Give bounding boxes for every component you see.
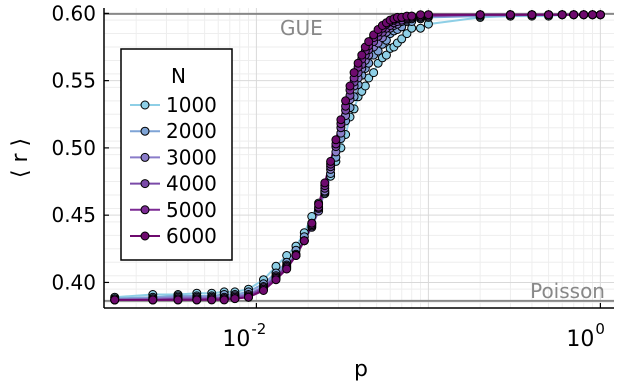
data-point-6000	[544, 10, 554, 20]
data-point-6000	[357, 50, 367, 60]
data-point-6000	[219, 295, 229, 305]
legend-title: N	[171, 64, 186, 88]
data-point-6000	[244, 292, 253, 302]
data-point-6000	[230, 294, 240, 304]
data-point-1000	[397, 34, 407, 44]
data-point-6000	[588, 10, 597, 20]
legend-marker-1000	[140, 100, 150, 110]
data-point-6000	[364, 37, 374, 47]
data-point-6000	[569, 10, 579, 20]
legend-marker-5000	[140, 205, 150, 215]
y-tick-label: 0.40	[51, 270, 96, 294]
x-axis-label: p	[354, 357, 368, 382]
data-point-6000	[349, 68, 359, 78]
data-point-6000	[416, 10, 425, 20]
data-point-6000	[291, 251, 301, 260]
legend-label-1000: 1000	[166, 93, 217, 117]
data-point-6000	[527, 10, 537, 20]
legend-marker-3000	[140, 152, 150, 162]
y-axis-label: ⟨ r ⟩	[8, 138, 33, 178]
y-tick-label: 0.50	[51, 136, 96, 160]
reference-lines: GUE Poisson	[104, 12, 614, 303]
legend-label-2000: 2000	[166, 119, 217, 143]
data-point-6000	[557, 10, 567, 20]
legend-marker-4000	[140, 179, 150, 189]
data-point-1000	[360, 81, 370, 91]
data-point-6000	[505, 10, 515, 20]
legend-marker-2000	[140, 126, 150, 136]
y-tick-label: 0.55	[51, 69, 96, 93]
reference-label-poisson: Poisson	[530, 279, 605, 303]
x-tick-label-exponent: -2	[251, 320, 266, 338]
legend-label-4000: 4000	[166, 172, 217, 196]
legend-label-3000: 3000	[166, 145, 217, 169]
axes-frame	[103, 8, 614, 309]
data-point-1000	[381, 50, 391, 60]
data-point-6000	[314, 199, 324, 209]
legend-label-5000: 5000	[166, 198, 217, 222]
data-point-6000	[192, 295, 202, 305]
data-point-1000	[416, 23, 425, 33]
data-point-6000	[173, 295, 183, 305]
x-tick-label-exponent: 0	[595, 320, 605, 338]
data-point-6000	[320, 178, 330, 188]
reference-label-gue: GUE	[280, 16, 323, 40]
data-point-6000	[341, 96, 351, 106]
x-tick-label-base: 10	[222, 327, 250, 352]
data-point-6000	[353, 58, 363, 68]
data-point-6000	[299, 236, 309, 246]
data-point-6000	[148, 295, 158, 305]
data-point-6000	[282, 264, 292, 274]
data-point-6000	[345, 81, 355, 91]
data-point-6000	[423, 10, 433, 20]
data-point-6000	[326, 156, 336, 166]
data-point-6000	[110, 295, 120, 305]
data-point-6000	[259, 286, 268, 295]
data-point-6000	[307, 218, 317, 228]
legend-box	[120, 48, 233, 261]
data-point-1000	[369, 68, 379, 78]
data-point-6000	[207, 295, 217, 305]
legend-label-6000: 6000	[166, 224, 217, 248]
data-point-6000	[407, 11, 417, 21]
data-point-6000	[336, 115, 346, 125]
data-point-6000	[595, 10, 605, 20]
y-tick-label: 0.60	[51, 1, 96, 25]
data-point-6000	[271, 275, 281, 285]
legend-marker-6000	[140, 231, 150, 241]
y-tick-label: 0.45	[51, 203, 96, 227]
x-tick-label-base: 10	[566, 327, 594, 352]
data-point-6000	[579, 10, 589, 20]
data-point-6000	[475, 10, 485, 20]
series-points	[110, 10, 605, 305]
data-point-6000	[331, 135, 341, 145]
